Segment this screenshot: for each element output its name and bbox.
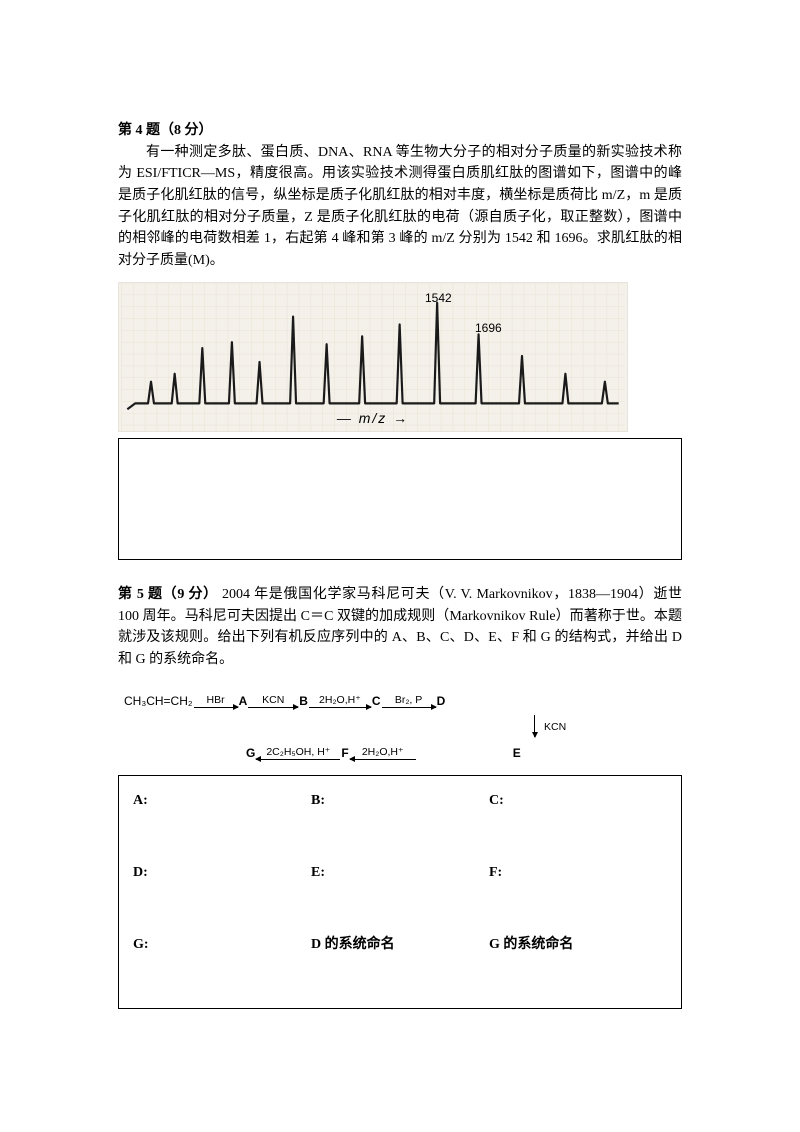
arrow-4: Br₂, P (382, 695, 436, 708)
q5: 第 5 题（9 分） 2004 年是俄国化学家马科尼可夫（V. V. Marko… (118, 584, 682, 1009)
arrow-6: 2H₂O,H⁺ (350, 747, 416, 760)
node-D: D (437, 692, 446, 711)
node-G: G (246, 744, 255, 763)
arrow-2: KCN (248, 695, 298, 708)
q4-answer-box (118, 438, 682, 560)
arrow-5-down (534, 715, 535, 737)
node-A: A (239, 692, 248, 711)
scheme-start: CH₃CH=CH₂ (124, 692, 193, 711)
cell-C: C: (489, 793, 504, 808)
peak-label-1696: 1696 (475, 319, 502, 338)
q5-title: 第 5 题（9 分） (118, 587, 218, 602)
q5-answer-grid: A: B: C: D: E: F: G: D 的系统命名 G 的系统命名 (118, 775, 682, 1009)
cell-Dname: D 的系统命名 (311, 937, 395, 952)
peak-label-1542: 1542 (425, 289, 452, 308)
q4-body: 有一种测定多肽、蛋白质、DNA、RNA 等生物大分子的相对分子质量的新实验技术称… (118, 142, 682, 272)
q4-spectrum-figure: 1542 1696 — m/z → (118, 282, 628, 432)
cell-Gname: G 的系统命名 (489, 937, 573, 952)
cell-A: A: (133, 793, 148, 808)
cell-E: E: (311, 865, 325, 880)
xaxis-label: — m/z → (119, 408, 627, 430)
reaction-scheme: CH₃CH=CH₂ HBr A KCN B 2H₂O,H⁺ C Br₂, P D (124, 689, 688, 767)
cell-F: F: (489, 865, 502, 880)
arrow-1: HBr (194, 695, 238, 708)
cell-B: B: (311, 793, 325, 808)
node-E: E (513, 744, 521, 763)
node-B: B (299, 692, 308, 711)
arrow-3: 2H₂O,H⁺ (309, 695, 371, 708)
arrow-5-label: KCN (544, 719, 566, 735)
node-F: F (341, 744, 348, 763)
q4: 第 4 题（8 分） 有一种测定多肽、蛋白质、DNA、RNA 等生物大分子的相对… (118, 120, 682, 560)
arrow-7: 2C₂H₅OH, H⁺ (256, 747, 340, 760)
cell-G: G: (133, 937, 149, 952)
node-C: C (372, 692, 381, 711)
q4-title: 第 4 题（8 分） (118, 123, 213, 138)
cell-D: D: (133, 865, 148, 880)
